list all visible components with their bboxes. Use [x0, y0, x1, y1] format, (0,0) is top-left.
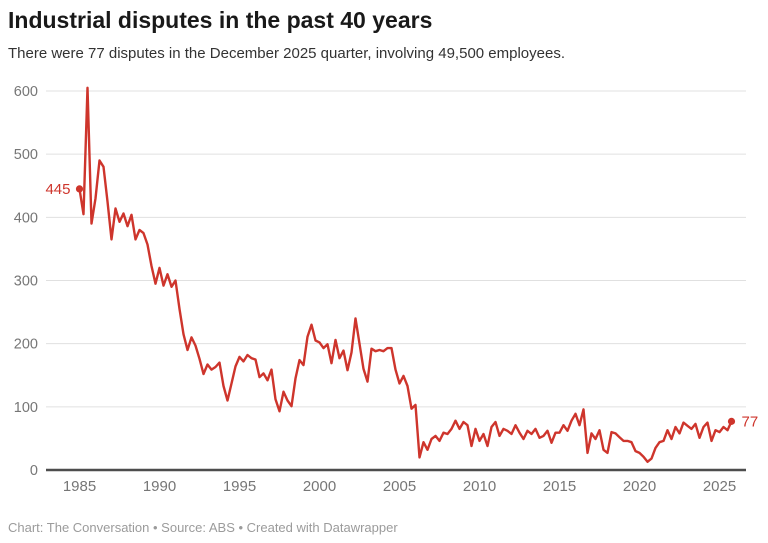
y-axis-tick-labels: 0 100 200 300 400 500 600 — [14, 84, 38, 479]
y-tick-label: 600 — [14, 84, 38, 100]
y-tick-label: 100 — [14, 400, 38, 416]
x-tick-label: 2015 — [543, 478, 576, 495]
y-tick-label: 0 — [30, 463, 38, 479]
chart-title: Industrial disputes in the past 40 years — [8, 7, 433, 33]
first-point-marker — [75, 185, 84, 193]
x-tick-label: 2025 — [703, 478, 736, 495]
last-point-marker — [727, 417, 736, 425]
x-tick-label: 2000 — [303, 478, 336, 495]
x-axis-tick-labels: 1985 1990 1995 2000 2005 2010 2015 2020 2025 — [63, 478, 736, 495]
chart-subtitle: There were 77 disputes in the December 2… — [8, 45, 565, 62]
y-tick-label: 200 — [14, 337, 38, 353]
first-point-value-label: 445 — [45, 181, 70, 198]
x-tick-label: 2020 — [623, 478, 656, 495]
y-tick-label: 400 — [14, 210, 38, 226]
disputes-line-series — [78, 86, 733, 463]
x-tick-label: 2010 — [463, 478, 496, 495]
last-point-value-label: 77 — [742, 413, 759, 430]
y-tick-label: 500 — [14, 147, 38, 163]
chart-gridlines — [46, 90, 746, 472]
x-tick-label: 2005 — [383, 478, 416, 495]
x-tick-label: 1995 — [223, 478, 256, 495]
x-tick-label: 1990 — [143, 478, 176, 495]
y-tick-label: 300 — [14, 274, 38, 290]
x-tick-label: 1985 — [63, 478, 96, 495]
chart-credit: Chart: The Conversation • Source: ABS • … — [8, 520, 398, 535]
